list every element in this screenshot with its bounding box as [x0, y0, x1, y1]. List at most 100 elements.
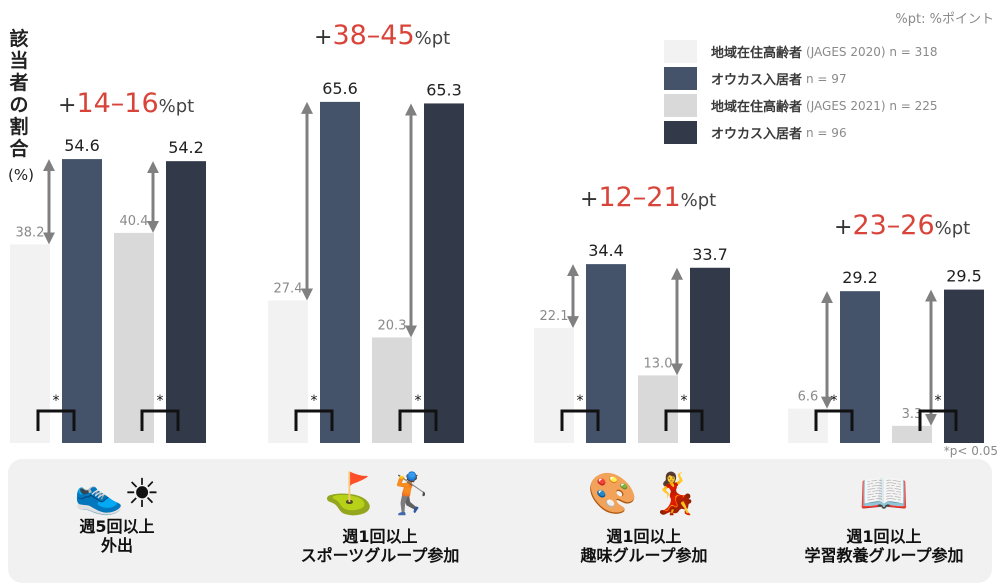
category-label-line1: 週1回以上	[342, 527, 418, 546]
legend-swatch	[664, 67, 697, 90]
reading-person-icon: 📖	[859, 471, 909, 517]
legend-item: 地域在住高齢者 (JAGES 2020) n = 318	[664, 40, 938, 63]
data-label: 22.1	[540, 309, 569, 324]
bar	[114, 232, 154, 443]
data-label: 6.6	[798, 390, 819, 405]
diff-unit: %pt	[158, 96, 195, 117]
data-label: 13.0	[644, 356, 673, 371]
unit-note: %pt: %ポイント	[895, 12, 994, 27]
significance-bracket	[140, 409, 180, 431]
legend-detail: n = 96	[806, 125, 847, 140]
bar	[788, 408, 828, 443]
painting-and-dance-icon: 🎨 💃	[587, 471, 701, 517]
diff-range: 38–45	[332, 20, 415, 51]
legend-label: オウカス入居者	[711, 73, 803, 88]
data-label: 3.3	[902, 407, 923, 422]
significance-note: *p< 0.05	[943, 444, 998, 458]
bar	[586, 264, 626, 443]
bar	[534, 328, 574, 443]
diff-unit: %pt	[414, 28, 451, 49]
bar	[268, 300, 308, 443]
significance-star: *	[311, 393, 318, 409]
legend-label: オウカス入居者	[711, 127, 803, 142]
data-label: 34.4	[588, 241, 624, 260]
significance-star: *	[935, 393, 942, 409]
data-label: 65.3	[426, 80, 462, 99]
y-axis-unit: (%)	[8, 166, 34, 184]
bar	[320, 101, 360, 443]
diff-plus: +	[58, 93, 77, 118]
walking-shoe-sun-icon: 👟☀	[74, 471, 160, 517]
category-learning: 📖 週1回以上 学習教養グループ参加	[784, 459, 984, 565]
diff-range: 12–21	[598, 182, 681, 213]
diff-plus: +	[314, 25, 333, 50]
bar	[372, 337, 412, 443]
category-label-line2: 学習教養グループ参加	[804, 546, 964, 565]
y-axis-title: 該当者の割合	[9, 28, 29, 160]
y-axis-label: 該当者の割合 (%)	[8, 28, 34, 186]
data-label: 54.2	[168, 138, 204, 157]
legend-item: オウカス入居者 n = 96	[664, 121, 938, 144]
data-label: 29.5	[946, 267, 982, 286]
legend-item: オウカス入居者 n = 97	[664, 67, 938, 90]
category-outing: 👟☀ 週5回以上 外出	[42, 459, 192, 555]
data-label: 40.4	[120, 214, 149, 229]
diff-unit: %pt	[680, 190, 717, 211]
difference-annotation: +14–16%pt	[58, 88, 194, 119]
significance-star: *	[157, 393, 164, 409]
data-label: 33.7	[692, 245, 728, 264]
significance-star: *	[53, 393, 60, 409]
bar	[638, 375, 678, 443]
significance-bracket	[814, 409, 854, 431]
diff-unit: %pt	[934, 218, 971, 239]
legend-swatch	[664, 121, 697, 144]
difference-annotation: +12–21%pt	[580, 182, 716, 213]
category-label-line2: 外出	[100, 536, 133, 555]
category-label-line2: 趣味グループ参加	[580, 546, 708, 565]
bar	[10, 244, 50, 443]
category-hobby: 🎨 💃 週1回以上 趣味グループ参加	[544, 459, 744, 565]
legend: 地域在住高齢者 (JAGES 2020) n = 318 オウカス入居者 n =…	[664, 40, 938, 148]
data-label: 54.6	[64, 136, 100, 155]
legend-swatch	[664, 94, 697, 117]
bar	[424, 103, 464, 443]
category-label-line1: 週1回以上	[606, 527, 682, 546]
data-label: 20.3	[378, 318, 407, 333]
data-label: 27.4	[274, 282, 303, 297]
significance-star: *	[577, 393, 584, 409]
category-label-line1: 週5回以上	[79, 517, 155, 536]
legend-detail: (JAGES 2021) n = 225	[806, 98, 938, 113]
significance-star: *	[415, 393, 422, 409]
bar	[690, 267, 730, 443]
data-label: 38.2	[16, 225, 45, 240]
legend-label: 地域在住高齢者	[711, 100, 803, 115]
significance-star: *	[681, 393, 688, 409]
significance-bracket	[294, 409, 334, 431]
bar	[62, 159, 102, 443]
significance-bracket	[664, 409, 704, 431]
significance-bracket	[918, 409, 958, 431]
diff-plus: +	[834, 215, 853, 240]
diff-range: 14–16	[76, 88, 159, 119]
legend-label: 地域在住高齢者	[711, 46, 803, 61]
legend-detail: (JAGES 2020) n = 318	[806, 44, 938, 59]
difference-annotation: +23–26%pt	[834, 210, 970, 241]
legend-item: 地域在住高齢者 (JAGES 2021) n = 225	[664, 94, 938, 117]
legend-swatch	[664, 40, 697, 63]
significance-star: *	[831, 393, 838, 409]
significance-bracket	[398, 409, 438, 431]
category-label-line2: スポーツグループ参加	[300, 546, 460, 565]
golf-and-sport-icon: ⛳ 🏌	[323, 471, 437, 517]
data-label: 65.6	[322, 79, 358, 98]
category-sports: ⛳ 🏌 週1回以上 スポーツグループ参加	[270, 459, 490, 565]
difference-annotation: +38–45%pt	[314, 20, 450, 51]
legend-detail: n = 97	[806, 71, 847, 86]
bar	[892, 425, 932, 443]
diff-plus: +	[580, 187, 599, 212]
data-label: 29.2	[842, 268, 878, 287]
bar	[166, 161, 206, 443]
bar	[944, 289, 984, 443]
significance-bracket	[560, 409, 600, 431]
bar	[840, 291, 880, 443]
